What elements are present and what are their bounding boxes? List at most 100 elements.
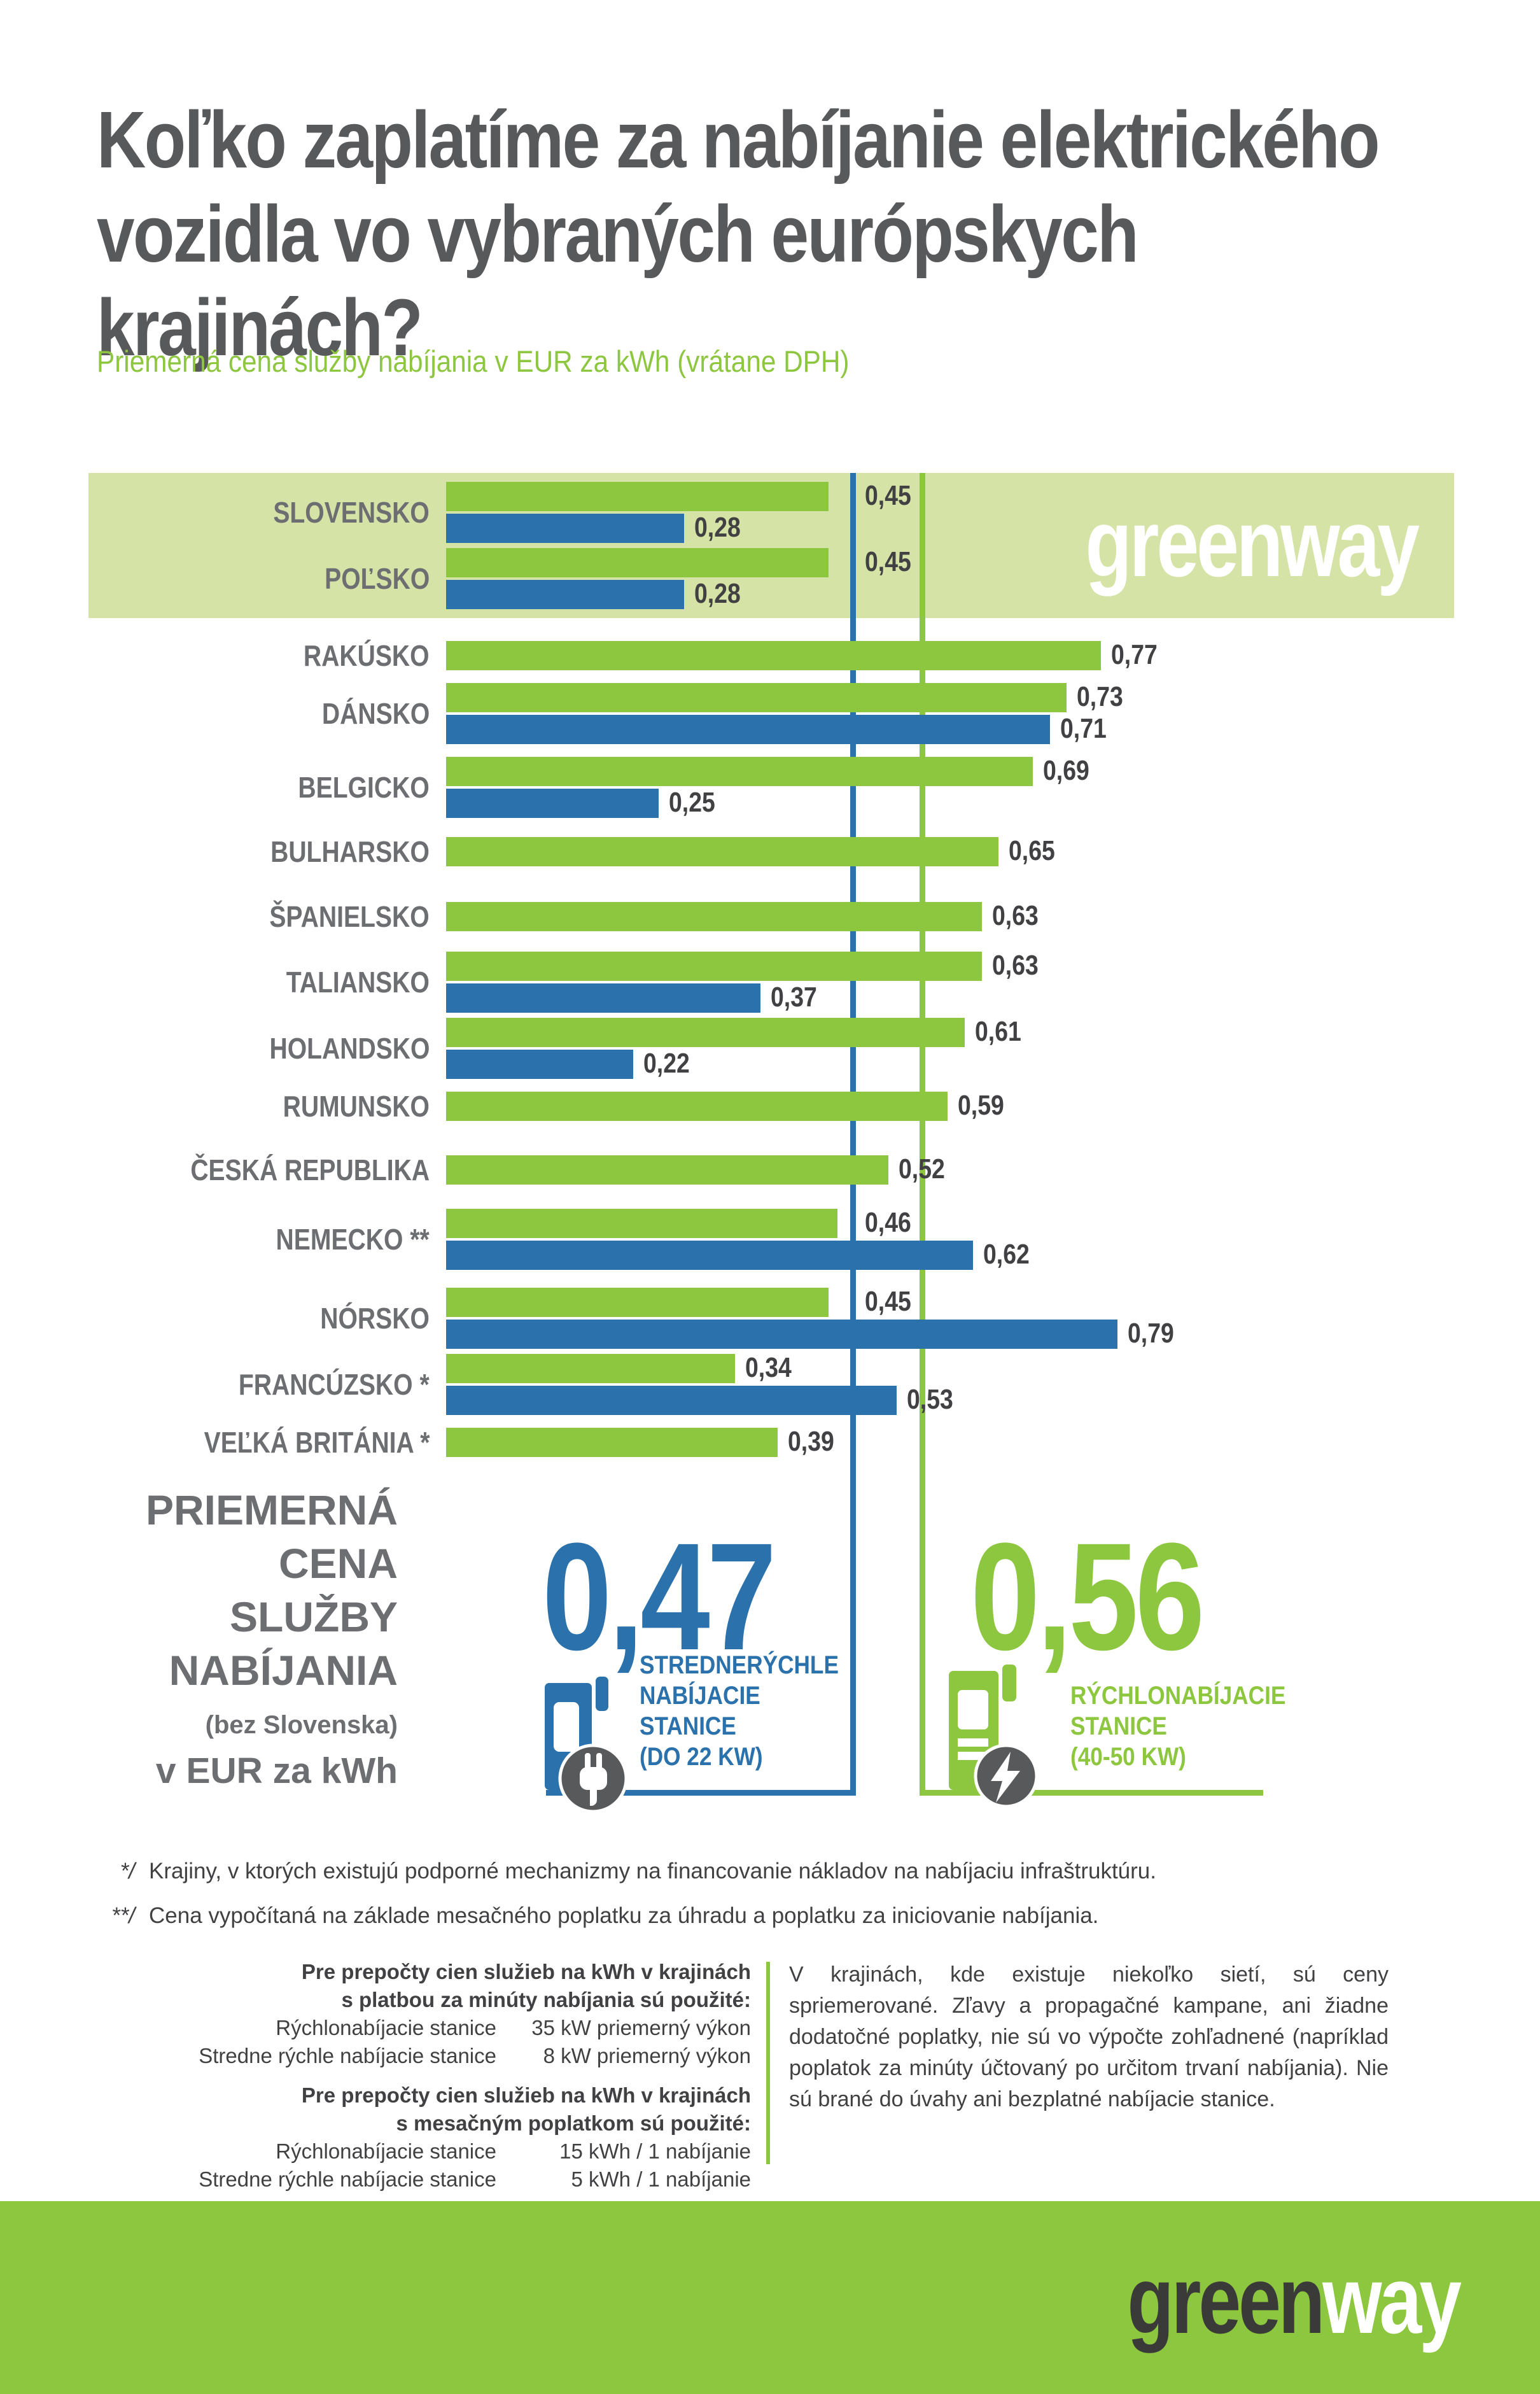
methodology-item-value: 5 kWh / 1 nabíjanie (571, 2167, 752, 2191)
lightning-icon (991, 1752, 1020, 1803)
bar-value: 0,45 (865, 480, 911, 511)
methodology-item-value: 8 kW priemerný výkon (543, 2044, 751, 2067)
chart-row: RAKÚSKO 0,77 (88, 639, 1454, 670)
chart-row: BELGICKO 0,69 0,25 (88, 755, 1454, 818)
methodology-item-name: Rýchlonabíjacie stanice (276, 2016, 496, 2039)
methodology-item: Rýchlonabíjacie stanice 15 kWh / 1 nabíja… (191, 2137, 751, 2165)
logo-way: way (1280, 489, 1420, 596)
chart-row: VEĽKÁ BRITÁNIA * 0,39 (88, 1426, 1454, 1457)
chart-row: ŠPANIELSKO 0,63 (88, 900, 1454, 931)
bar-group: 0,65 (446, 835, 1454, 866)
chart-row: HOLANDSKO 0,61 0,22 (88, 1016, 1454, 1079)
bar-value: 0,79 (1128, 1318, 1174, 1349)
fast-bar: 0,34 (446, 1352, 792, 1383)
fast-bar: 0,69 (446, 755, 1089, 786)
footnote-text: Cena vypočítaná na základe mesačného pop… (149, 1903, 1099, 1928)
country-label: ČESKÁ REPUBLIKA (88, 1155, 446, 1185)
bar-group: 0,46 0,62 (446, 1207, 1454, 1270)
methodology-heading: s mesačným poplatkom sú použité: (396, 2111, 751, 2135)
methodology-item: Stredne rýchle nabíjacie stanice 5 kWh / … (191, 2165, 751, 2193)
country-label-text: NÓRSKO (320, 1302, 430, 1335)
footnotes: */ Krajiny, v ktorých existujú podporné m… (95, 1857, 1156, 1947)
methodology-column: Pre prepočty cien služieb na kWh v kraji… (191, 1958, 751, 2193)
average-line-medium (850, 473, 856, 1796)
methodology-item-name: Rýchlonabíjacie stanice (276, 2139, 496, 2163)
column-divider (766, 1962, 770, 2164)
bar-value: 0,63 (992, 900, 1039, 931)
bar-value: 0,28 (694, 578, 741, 609)
average-line-fast (920, 473, 925, 1796)
summary-line: NABÍJANIA (169, 1647, 398, 1694)
bar-value: 0,59 (958, 1090, 1004, 1121)
fast-bar: 0,63 (446, 900, 1039, 931)
fast-bar: 0,39 (446, 1426, 834, 1457)
caption-line: (40-50 KW) (1070, 1743, 1186, 1771)
summary-line: CENA (278, 1540, 398, 1587)
bar-group: 0,69 0,25 (446, 755, 1454, 818)
bar-group: 0,59 (446, 1090, 1454, 1121)
medium-bar: 0,53 (446, 1384, 953, 1415)
average-line-medium-base (546, 1790, 856, 1796)
country-label-text: FRANCÚZSKO * (239, 1368, 430, 1401)
page-title: Koľko zaplatíme za nabíjanie elektrickéh… (97, 95, 1380, 373)
fast-bar: 0,77 (446, 639, 1158, 670)
bar-group: 0,45 0,28 (446, 480, 1454, 543)
bar-group: 0,45 0,79 (446, 1286, 1454, 1349)
bar-chart: SLOVENSKO 0,45 0,28 POĽSKO 0,45 0,28 RAKÚSKO 0,… (88, 480, 1454, 1457)
medium-bar: 0,71 (446, 713, 1107, 744)
medium-bar: 0,28 (446, 578, 741, 609)
chart-row: TALIANSKO 0,63 0,37 (88, 950, 1454, 1013)
medium-bar: 0,25 (446, 787, 715, 818)
footnote-marker: **/ (111, 1903, 135, 1928)
country-label: POĽSKO (88, 564, 446, 593)
bar-group: 0,63 0,37 (446, 950, 1454, 1013)
spacer (191, 2070, 751, 2081)
greenway-logo-band: greenway (1085, 495, 1420, 591)
fast-bar: 0,65 (446, 835, 1055, 866)
chart-row: ČESKÁ REPUBLIKA 0,52 (88, 1153, 1454, 1185)
country-label: HOLANDSKO (88, 1034, 446, 1063)
chart-row: FRANCÚZSKO * 0,34 0,53 (88, 1352, 1454, 1415)
country-label-text: NEMECKO ** (276, 1223, 430, 1256)
country-label: RAKÚSKO (88, 641, 446, 670)
methodology-item-value: 35 kW priemerný výkon (531, 2016, 751, 2039)
bar-value: 0,25 (669, 787, 715, 818)
bar-group: 0,77 (446, 639, 1454, 670)
footnote-text: Krajiny, v ktorých existujú podporné mec… (149, 1859, 1156, 1884)
chart-row: SLOVENSKO 0,45 0,28 (88, 480, 1454, 543)
fast-charger-icon (949, 1665, 1039, 1808)
country-label-text: ŠPANIELSKO (269, 900, 430, 933)
bar-group: 0,52 (446, 1153, 1454, 1185)
country-label: ŠPANIELSKO (88, 902, 446, 931)
fast-bar: 0,45 (446, 480, 911, 511)
country-label-text: RUMUNSKO (283, 1090, 430, 1123)
methodology-heading: Pre prepočty cien služieb na kWh v kraji… (301, 2083, 751, 2107)
chart-row: RUMUNSKO 0,59 (88, 1090, 1454, 1123)
bar-value: 0,37 (771, 982, 817, 1013)
country-label: NÓRSKO (88, 1304, 446, 1333)
page-subtitle: Priemerná cena služby nabíjania v EUR za… (97, 344, 850, 378)
country-label: NEMECKO ** (88, 1225, 446, 1254)
country-label: BELGICKO (88, 773, 446, 802)
country-label-text: SLOVENSKO (273, 496, 430, 529)
methodology-item: Stredne rýchle nabíjacie stanice 8 kW pri… (191, 2042, 751, 2070)
chart-row: BULHARSKO 0,65 (88, 835, 1454, 866)
bar-group: 0,34 0,53 (446, 1352, 1454, 1415)
bar-group: 0,45 0,28 (446, 546, 1454, 609)
plug-icon (580, 1753, 607, 1806)
footnote: */ Krajiny, v ktorých existujú podporné m… (95, 1857, 1156, 1885)
country-label: TALIANSKO (88, 968, 446, 997)
medium-charger-icon (545, 1677, 628, 1813)
chart-row: DÁNSKO 0,73 0,71 (88, 681, 1454, 744)
medium-bar: 0,79 (446, 1318, 1174, 1349)
country-label-text: BELGICKO (298, 771, 430, 804)
summary-line: PRIEMERNÁ (145, 1486, 398, 1533)
methodology-item: Rýchlonabíjacie stanice 35 kW priemerný v… (191, 2014, 751, 2042)
fast-bar: 0,63 (446, 950, 1039, 981)
bar-value: 0,39 (788, 1426, 834, 1457)
country-label: FRANCÚZSKO * (88, 1370, 446, 1399)
caption-line: NABÍJACIE (640, 1682, 760, 1710)
medium-bar: 0,28 (446, 512, 741, 543)
bar-value: 0,28 (694, 512, 741, 543)
